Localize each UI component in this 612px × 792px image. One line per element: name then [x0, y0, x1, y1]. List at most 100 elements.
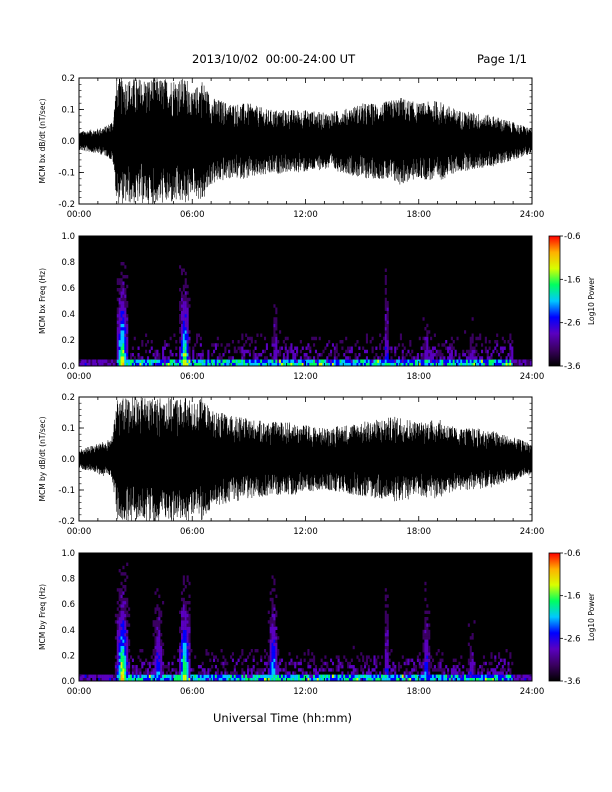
spectrogram-cell — [165, 671, 168, 675]
spectrogram-cell — [133, 677, 136, 682]
spectrogram-cell — [128, 665, 131, 669]
spectrogram-cell — [186, 362, 189, 367]
spectrogram-cell — [154, 642, 157, 646]
spectrogram-cell — [428, 655, 431, 659]
spectrogram-cell — [169, 349, 172, 354]
spectrogram-cell — [103, 362, 106, 367]
spectrogram-cell — [186, 346, 189, 350]
spectrogram-cell — [499, 359, 502, 363]
spectrogram-cell — [386, 661, 389, 666]
spectrogram-cell — [162, 601, 165, 605]
spectrogram-cell — [516, 674, 519, 678]
spectrogram-cell — [499, 671, 502, 675]
spectrogram-cell — [377, 677, 380, 682]
spectrogram-cell — [377, 356, 380, 360]
spectrogram-cell — [118, 668, 121, 672]
spectrogram-cell — [239, 677, 242, 682]
spectrogram-cell — [124, 610, 127, 614]
spectrogram-cell — [320, 668, 323, 672]
spectrogram-cell — [179, 671, 182, 675]
spectrogram-cell — [122, 288, 125, 292]
spectrogram-cell — [194, 362, 197, 367]
spectrogram-cell — [456, 674, 459, 678]
spectrogram-cell — [462, 677, 465, 682]
spectrogram-cell — [220, 359, 223, 363]
spectrogram-cell — [271, 610, 274, 614]
spectrogram-cell — [399, 665, 402, 669]
spectrogram-cell — [384, 649, 387, 653]
spectrogram-cell — [192, 668, 195, 672]
spectrogram-cell — [86, 362, 89, 367]
spectrogram-cell — [245, 359, 248, 363]
spectrogram-cell — [156, 356, 159, 360]
spectrogram-cell — [126, 652, 129, 656]
spectrogram-cell — [148, 665, 151, 669]
spectrogram-cell — [188, 304, 191, 308]
spectrogram-cell — [156, 604, 159, 608]
spectrogram-cell — [120, 310, 123, 315]
spectrogram-cell — [124, 661, 127, 666]
spectrogram-cell — [233, 665, 236, 669]
spectrogram-cell — [518, 677, 521, 682]
spectrogram-cell — [456, 362, 459, 367]
spectrogram-cell — [179, 642, 182, 646]
spectrogram-cell — [422, 356, 425, 360]
spectrogram-cell — [267, 658, 270, 662]
spectrogram-cell — [350, 359, 353, 363]
spectrogram-cell — [360, 677, 363, 682]
spectrogram-cell — [150, 359, 153, 363]
spectrogram-cell — [252, 356, 255, 360]
spectrogram-cell — [450, 346, 453, 350]
spectrogram-cell — [279, 677, 282, 682]
spectrogram-cell — [269, 639, 272, 643]
spectrogram-cell — [488, 356, 491, 360]
spectrogram-cell — [314, 362, 318, 367]
spectrogram-cell — [122, 597, 125, 602]
spectrogram-cell — [384, 346, 387, 350]
spectrogram-cell — [145, 674, 148, 678]
spectrogram-cell — [180, 294, 184, 298]
spectrogram-cell — [303, 359, 306, 363]
spectrogram-cell — [471, 661, 474, 666]
spectrogram-cell — [382, 346, 385, 350]
spectrogram-cell — [180, 304, 184, 308]
spectrogram-cell — [120, 281, 123, 285]
spectrogram-cell — [231, 359, 234, 363]
spectrogram-cell — [245, 349, 248, 354]
spectrogram-cell — [303, 671, 306, 675]
spectrogram-cell — [528, 677, 531, 682]
spectrogram-cell — [252, 362, 255, 367]
spectrogram-cell — [245, 674, 248, 678]
spectrogram-cell — [124, 649, 127, 653]
spectrogram-cell — [124, 349, 127, 354]
spectrogram-cell — [509, 343, 512, 347]
spectrogram-cell — [186, 349, 189, 354]
spectrogram-cell — [356, 655, 359, 659]
spectrogram-cell — [424, 581, 427, 586]
spectrogram-cell — [367, 362, 370, 367]
spectrogram-cell — [254, 359, 257, 363]
spectrogram-cell — [392, 677, 395, 682]
spectrogram-cell — [252, 359, 255, 363]
spectrogram-cell — [267, 661, 270, 666]
spectrogram-cell — [331, 359, 335, 363]
spectrogram-cell — [426, 333, 429, 337]
spectrogram-cell — [126, 343, 129, 347]
spectrogram-cell — [186, 336, 189, 341]
spectrogram-cell — [141, 665, 144, 669]
spectrogram-cell — [426, 674, 429, 678]
spectrogram-cell — [241, 349, 244, 354]
spectrogram-cell — [379, 362, 382, 367]
spectrogram-cell — [279, 668, 282, 672]
spectrogram-cell — [467, 668, 470, 672]
spectrogram-cell — [124, 314, 127, 318]
spectrogram-cell — [301, 346, 304, 350]
spectrogram-cell — [90, 359, 93, 363]
spectrogram-cell — [379, 674, 382, 678]
spectrogram-cell — [399, 362, 402, 367]
spectrogram-cell — [124, 275, 127, 279]
spectrogram-cell — [139, 658, 142, 662]
spectrogram-cell — [237, 346, 240, 350]
spectrogram-cell — [462, 353, 465, 357]
spectrogram-cell — [184, 284, 187, 289]
